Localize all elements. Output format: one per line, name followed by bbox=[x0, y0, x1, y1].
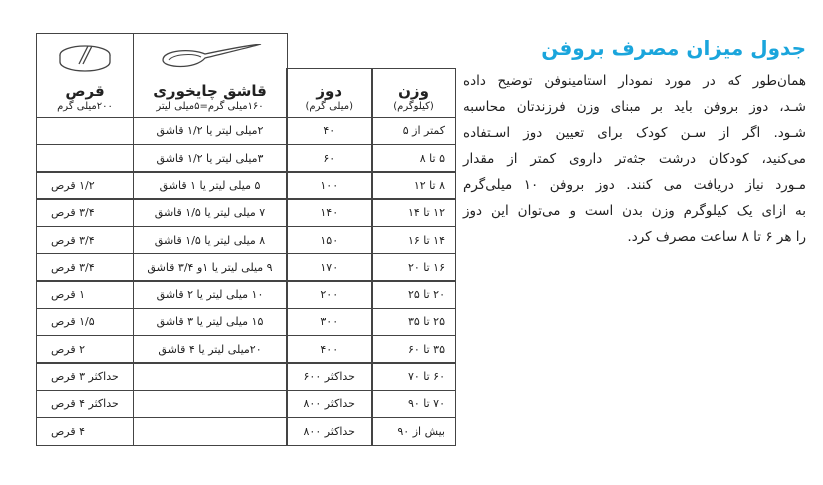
cell-spoon bbox=[132, 416, 288, 446]
cell-spoon: ۳میلی لیتر یا ۱/۲ قاشق bbox=[132, 143, 288, 173]
cell-dose: ۱۵۰ bbox=[286, 225, 373, 255]
cell-dose: ۴۰۰ bbox=[286, 334, 373, 364]
paragraph-line: می‌کنید، کودکان درشت جثه‌تر داروی کمتر ا… bbox=[463, 151, 806, 167]
spoon-icon bbox=[162, 44, 262, 68]
cell-tablet: ۱/۵ قرص bbox=[36, 307, 134, 337]
cell-weight: ۶۰ تا ۷۰ bbox=[371, 362, 456, 391]
cell-dose: ۴۰ bbox=[286, 116, 373, 146]
header-subtitle: ۲۰۰میلی گرم bbox=[57, 101, 113, 112]
cell-tablet: ۳/۴ قرص bbox=[36, 253, 134, 282]
cell-tablet: ۲ قرص bbox=[36, 334, 134, 364]
cell-dose: ۱۷۰ bbox=[286, 253, 373, 282]
paragraph-line: شـد، دوز بروفن باید بر مبنای وزن فرزندتا… bbox=[463, 99, 806, 115]
header-tablet: قرص ۲۰۰میلی گرم bbox=[36, 33, 134, 118]
cell-weight: ۳۵ تا ۶۰ bbox=[371, 334, 456, 364]
cell-dose: ۱۴۰ bbox=[286, 198, 373, 228]
cell-dose: ۶۰ bbox=[286, 143, 373, 173]
header-dose: دوز (میلی گرم) bbox=[286, 68, 373, 118]
cell-spoon bbox=[132, 362, 288, 391]
cell-weight: ۲۵ تا ۳۵ bbox=[371, 307, 456, 337]
cell-spoon: ۸ میلی لیتر یا ۱/۵ قاشق bbox=[132, 225, 288, 255]
header-spoon: قاشق چایخوری ۱۶۰میلی گرم=۵میلی لیتر bbox=[132, 33, 288, 118]
header-subtitle: (میلی گرم) bbox=[305, 101, 353, 112]
article-paragraph: همان‌طور که در مورد نمودار استامینوفن تو… bbox=[463, 68, 806, 250]
header-title: دوز bbox=[316, 82, 343, 100]
header-title: قاشق چایخوری bbox=[153, 82, 267, 100]
cell-weight: ۲۰ تا ۲۵ bbox=[371, 280, 456, 310]
cell-weight: ۱۶ تا ۲۰ bbox=[371, 253, 456, 282]
cell-tablet: ۱ قرص bbox=[36, 280, 134, 310]
cell-spoon: ۲۰میلی لیتر یا ۴ قاشق bbox=[132, 334, 288, 364]
article-title: جدول میزان مصرف بروفن bbox=[541, 36, 806, 60]
cell-spoon: ۹ میلی لیتر یا ۱و ۳/۴ قاشق bbox=[132, 253, 288, 282]
cell-spoon: ۱۰ میلی لیتر یا ۲ قاشق bbox=[132, 280, 288, 310]
header-title: قرص bbox=[65, 82, 105, 100]
cell-tablet: ۴ قرص bbox=[36, 416, 134, 446]
header-subtitle: ۱۶۰میلی گرم=۵میلی لیتر bbox=[156, 101, 264, 112]
cell-weight: کمتر از ۵ bbox=[371, 116, 456, 146]
cell-tablet: حداکثر ۴ قرص bbox=[36, 389, 134, 419]
header-weight: وزن (کیلوگرم) bbox=[371, 68, 456, 118]
paragraph-line: همان‌طور که در مورد نمودار استامینوفن تو… bbox=[463, 73, 806, 89]
header-title: وزن bbox=[398, 82, 429, 100]
cell-dose: حداکثر ۸۰۰ bbox=[286, 389, 373, 419]
cell-dose: ۳۰۰ bbox=[286, 307, 373, 337]
paragraph-line: شـود. اگر از سـن کودک برای تعیین دوز اسـ… bbox=[463, 125, 806, 141]
cell-weight: ۱۲ تا ۱۴ bbox=[371, 198, 456, 228]
cell-spoon: ۵ میلی لیتر یا ۱ قاشق bbox=[132, 171, 288, 200]
cell-weight: ۸ تا ۱۲ bbox=[371, 171, 456, 200]
cell-dose: ۲۰۰ bbox=[286, 280, 373, 310]
paragraph-line: مـورد نیاز دریافت می کنند. دوز بروفن ۱۰ … bbox=[463, 177, 806, 193]
header-subtitle: (کیلوگرم) bbox=[393, 101, 434, 112]
cell-tablet: ۱/۲ قرص bbox=[36, 171, 134, 200]
cell-weight: بیش از ۹۰ bbox=[371, 416, 456, 446]
cell-weight: ۱۴ تا ۱۶ bbox=[371, 225, 456, 255]
cell-tablet bbox=[36, 116, 134, 146]
cell-tablet: ۳/۴ قرص bbox=[36, 225, 134, 255]
cell-dose: ۱۰۰ bbox=[286, 171, 373, 200]
cell-weight: ۷۰ تا ۹۰ bbox=[371, 389, 456, 419]
cell-spoon bbox=[132, 389, 288, 419]
cell-spoon: ۷ میلی لیتر یا ۱/۵ قاشق bbox=[132, 198, 288, 228]
cell-tablet: ۳/۴ قرص bbox=[36, 198, 134, 228]
cell-spoon: ۱۵ میلی لیتر یا ۳ قاشق bbox=[132, 307, 288, 337]
cell-dose: حداکثر ۶۰۰ bbox=[286, 362, 373, 391]
paragraph-line: را هر ۶ تا ۸ ساعت مصرف کرد. bbox=[627, 229, 806, 245]
cell-tablet: حداکثر ۳ قرص bbox=[36, 362, 134, 391]
cell-weight: ۵ تا ۸ bbox=[371, 143, 456, 173]
paragraph-line: به ازای یک کیلوگرم وزن بدن است و می‌توان… bbox=[463, 203, 806, 219]
cell-tablet bbox=[36, 143, 134, 173]
cell-spoon: ۲میلی لیتر یا ۱/۲ قاشق bbox=[132, 116, 288, 146]
cell-dose: حداکثر ۸۰۰ bbox=[286, 416, 373, 446]
pill-icon bbox=[59, 45, 111, 72]
